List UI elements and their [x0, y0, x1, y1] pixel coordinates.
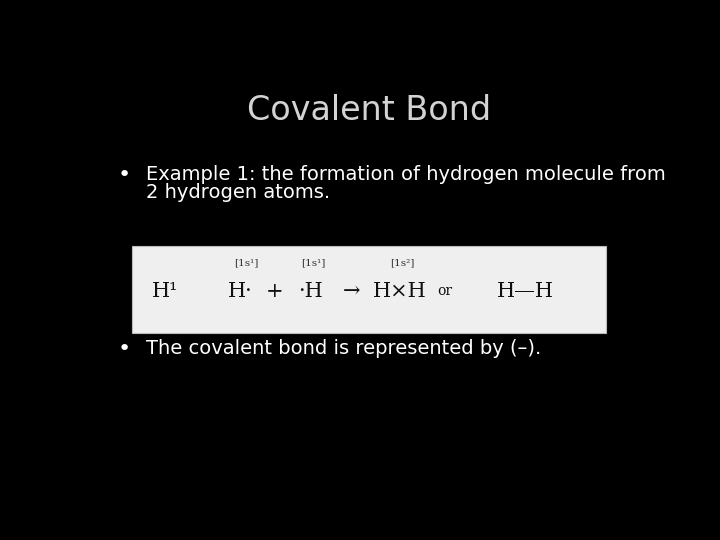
- Text: or: or: [437, 285, 452, 299]
- Text: •: •: [118, 339, 131, 359]
- Text: The covalent bond is represented by (–).: The covalent bond is represented by (–).: [145, 339, 541, 358]
- Text: +: +: [266, 282, 283, 301]
- Text: •: •: [118, 165, 131, 185]
- Text: H×H: H×H: [373, 282, 426, 301]
- Text: [1s¹]: [1s¹]: [301, 258, 325, 267]
- Text: H·: H·: [228, 282, 253, 301]
- Text: →: →: [343, 282, 360, 301]
- Text: 2 hydrogen atoms.: 2 hydrogen atoms.: [145, 183, 330, 202]
- Text: H—H: H—H: [497, 282, 554, 301]
- Text: H¹: H¹: [152, 282, 179, 301]
- Text: Example 1: the formation of hydrogen molecule from: Example 1: the formation of hydrogen mol…: [145, 165, 665, 184]
- Text: ·H: ·H: [298, 282, 323, 301]
- Text: [1s¹]: [1s¹]: [234, 258, 258, 267]
- Text: Covalent Bond: Covalent Bond: [247, 94, 491, 127]
- Text: [1s²]: [1s²]: [390, 258, 415, 267]
- FancyBboxPatch shape: [132, 246, 606, 333]
